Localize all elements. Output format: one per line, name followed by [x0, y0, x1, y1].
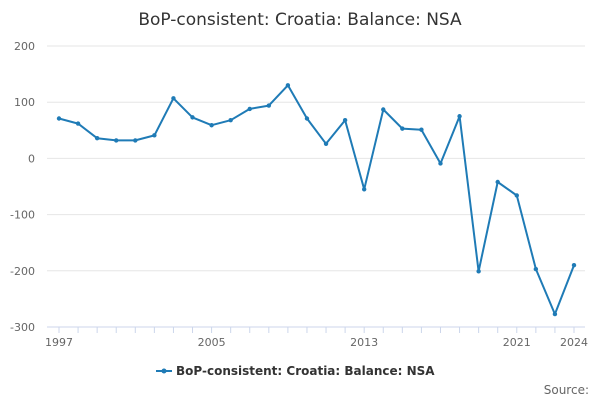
data-point[interactable] — [342, 117, 348, 123]
data-point[interactable] — [304, 116, 310, 121]
data-point[interactable] — [75, 121, 81, 126]
data-point[interactable] — [228, 117, 233, 123]
y-tick-label: -300 — [10, 321, 35, 334]
legend-label: BoP-consistent: Croatia: Balance: NSA — [176, 364, 435, 378]
data-point[interactable] — [190, 115, 195, 120]
legend[interactable]: BoP-consistent: Croatia: Balance: NSA — [156, 364, 435, 378]
y-tick-label: -100 — [10, 209, 35, 222]
data-point[interactable] — [171, 96, 176, 101]
data-point[interactable] — [571, 262, 577, 268]
x-tick-label: 2005 — [198, 336, 226, 349]
y-axis-ticks: 200 100 0 -100 -200 -300 — [10, 40, 35, 334]
y-tick-label: -200 — [10, 265, 35, 278]
data-point[interactable] — [495, 179, 500, 185]
x-tick-label: 2013 — [350, 336, 378, 349]
y-tick-label: 200 — [14, 40, 35, 53]
y-tick-label: 0 — [28, 152, 35, 165]
x-axis: 1997 2005 2013 2021 2024 — [45, 326, 588, 349]
data-point[interactable] — [419, 127, 424, 132]
data-point[interactable] — [323, 141, 329, 146]
data-point[interactable] — [552, 311, 558, 317]
data-point[interactable] — [285, 83, 291, 88]
y-tick-label: 100 — [14, 96, 35, 109]
x-tick-label: 2024 — [560, 336, 588, 349]
data-point[interactable] — [457, 114, 462, 119]
data-point[interactable] — [209, 123, 214, 128]
data-point[interactable] — [247, 106, 252, 112]
series-line — [58, 84, 575, 316]
grid-layer — [47, 45, 585, 272]
data-point[interactable] — [361, 187, 367, 192]
data-point[interactable] — [381, 107, 386, 112]
data-point[interactable] — [476, 269, 481, 274]
data-point[interactable] — [94, 135, 100, 141]
data-point[interactable] — [152, 133, 157, 138]
source-label: Source: — [544, 383, 589, 397]
data-point[interactable] — [400, 126, 405, 131]
chart-title: BoP-consistent: Croatia: Balance: NSA — [138, 10, 462, 30]
legend-point-marker — [161, 368, 167, 374]
x-tick-label: 1997 — [45, 336, 73, 349]
series-layer — [56, 83, 577, 317]
data-point[interactable] — [133, 138, 138, 143]
data-point[interactable] — [514, 193, 519, 198]
data-point[interactable] — [266, 103, 272, 108]
x-tick-label: 2021 — [503, 336, 531, 349]
data-point[interactable] — [114, 138, 119, 143]
data-point[interactable] — [438, 161, 443, 166]
data-point[interactable] — [56, 116, 62, 121]
data-point[interactable] — [533, 266, 539, 272]
